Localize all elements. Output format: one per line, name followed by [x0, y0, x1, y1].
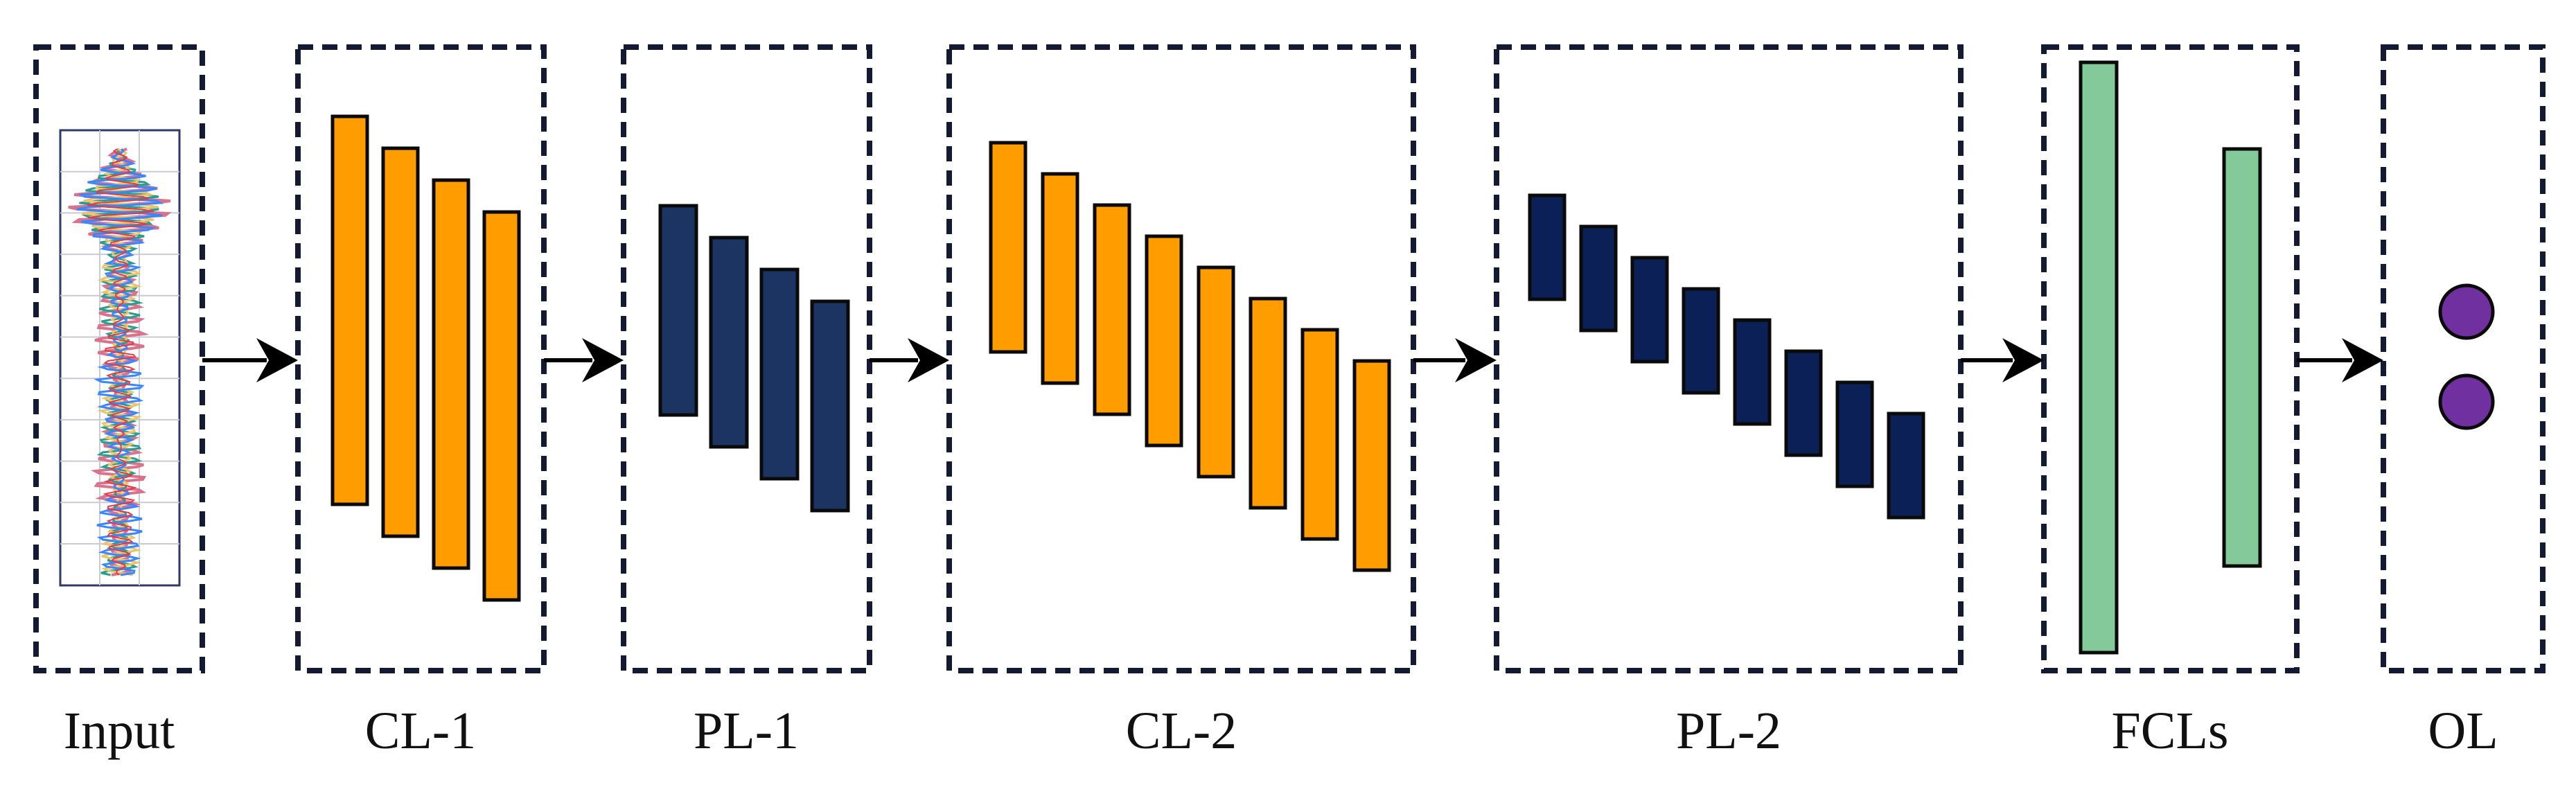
cl2-feature-map-8 — [1352, 359, 1391, 572]
cl1-feature-map-2 — [381, 146, 420, 538]
pl2-feature-map-8 — [1887, 412, 1925, 520]
pl1-feature-map-2 — [709, 236, 749, 449]
pl1-feature-map-3 — [759, 267, 800, 481]
pl1-feature-maps — [658, 204, 850, 513]
label-fcls: FCLs — [2112, 702, 2229, 760]
cl2-feature-maps — [989, 141, 1391, 572]
arrow-fcl-to-ol — [2297, 338, 2383, 382]
arrow-pl2-to-fcl — [1961, 338, 2044, 382]
arrow-input-to-cl1 — [202, 338, 298, 382]
input-stage-box — [33, 44, 205, 673]
pl2-stage-box — [1494, 44, 1964, 673]
waveform-signal-icon — [59, 129, 181, 587]
pl1-feature-map-1 — [658, 204, 698, 417]
label-input: Input — [64, 702, 175, 760]
pl2-feature-map-7 — [1835, 380, 1874, 488]
pl2-feature-map-1 — [1528, 193, 1567, 301]
label-ol: OL — [2428, 702, 2498, 760]
ol-stage-box — [2381, 44, 2546, 673]
output-neuron-1 — [2438, 283, 2495, 340]
label-cl1: CL-1 — [365, 702, 476, 760]
cl1-feature-map-4 — [482, 210, 521, 602]
cl2-feature-map-1 — [989, 141, 1027, 354]
pl2-feature-map-2 — [1579, 224, 1618, 333]
cl1-feature-maps — [330, 114, 521, 602]
cl2-feature-map-5 — [1197, 265, 1235, 479]
cl1-feature-map-1 — [330, 114, 369, 506]
pl2-feature-map-4 — [1682, 287, 1720, 395]
arrow-cl1-to-pl1 — [544, 338, 624, 382]
pl2-feature-maps — [1528, 193, 1925, 520]
fcl-layer-2 — [2222, 147, 2262, 568]
pl2-feature-map-5 — [1733, 318, 1772, 426]
cl2-feature-map-2 — [1041, 172, 1079, 385]
fcl-layer-1 — [2079, 60, 2119, 655]
pl2-feature-map-6 — [1784, 349, 1823, 457]
cl2-feature-map-3 — [1093, 203, 1131, 416]
pl2-feature-map-3 — [1630, 256, 1669, 364]
label-cl2: CL-2 — [1126, 702, 1237, 760]
arrow-pl1-to-cl2 — [870, 338, 949, 382]
output-neuron-2 — [2438, 373, 2495, 430]
label-pl1: PL-1 — [694, 702, 799, 760]
arrow-cl2-to-pl2 — [1413, 338, 1497, 382]
cl1-feature-map-3 — [432, 178, 470, 570]
pl1-feature-map-4 — [810, 299, 850, 513]
cl2-feature-map-7 — [1300, 328, 1339, 541]
cl2-feature-map-4 — [1145, 234, 1183, 448]
label-pl2: PL-2 — [1676, 702, 1781, 760]
cl2-feature-map-6 — [1249, 297, 1287, 510]
